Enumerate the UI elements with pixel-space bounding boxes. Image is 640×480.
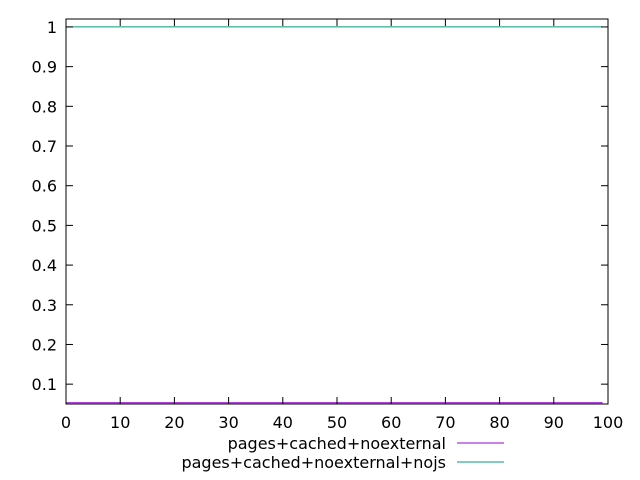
y-tick-label: 0.3 [32,296,57,315]
x-tick-label: 90 [544,413,564,432]
tick-layer: 0.10.20.30.40.50.60.70.80.910 10 20 30 40 50 6… [32,18,624,432]
x-tick-label: 0 [61,413,71,432]
y-tick-label: 0.1 [32,375,57,394]
plot-frame [65,18,609,405]
y-tick-label: 0.6 [32,177,57,196]
x-tick-label: 40 [273,413,293,432]
y-tick-label: 0.7 [32,137,57,156]
x-tick-label: 50 [327,413,347,432]
x-tick-label: 30 [218,413,238,432]
legend-label-2: pages+cached+noexternal+nojs [181,453,446,472]
y-tick-label: 0.5 [32,216,57,235]
x-tick-label: 10 [110,413,130,432]
series-layer [66,26,603,404]
y-tick-label: 1 [47,18,57,37]
y-tick-label: 0.2 [32,335,57,354]
x-tick-label: 100 [593,413,624,432]
legend: pages+cached+noexternalpages+cached+noex… [181,434,504,472]
x-tick-label: 80 [489,413,509,432]
x-tick-label: 70 [435,413,455,432]
y-tick-label: 0.9 [32,58,57,77]
x-tick-label: 60 [381,413,401,432]
y-tick-label: 0.4 [32,256,57,275]
legend-label-1: pages+cached+noexternal [228,434,446,453]
y-tick-label: 0.8 [32,97,57,116]
x-tick-label: 20 [164,413,184,432]
